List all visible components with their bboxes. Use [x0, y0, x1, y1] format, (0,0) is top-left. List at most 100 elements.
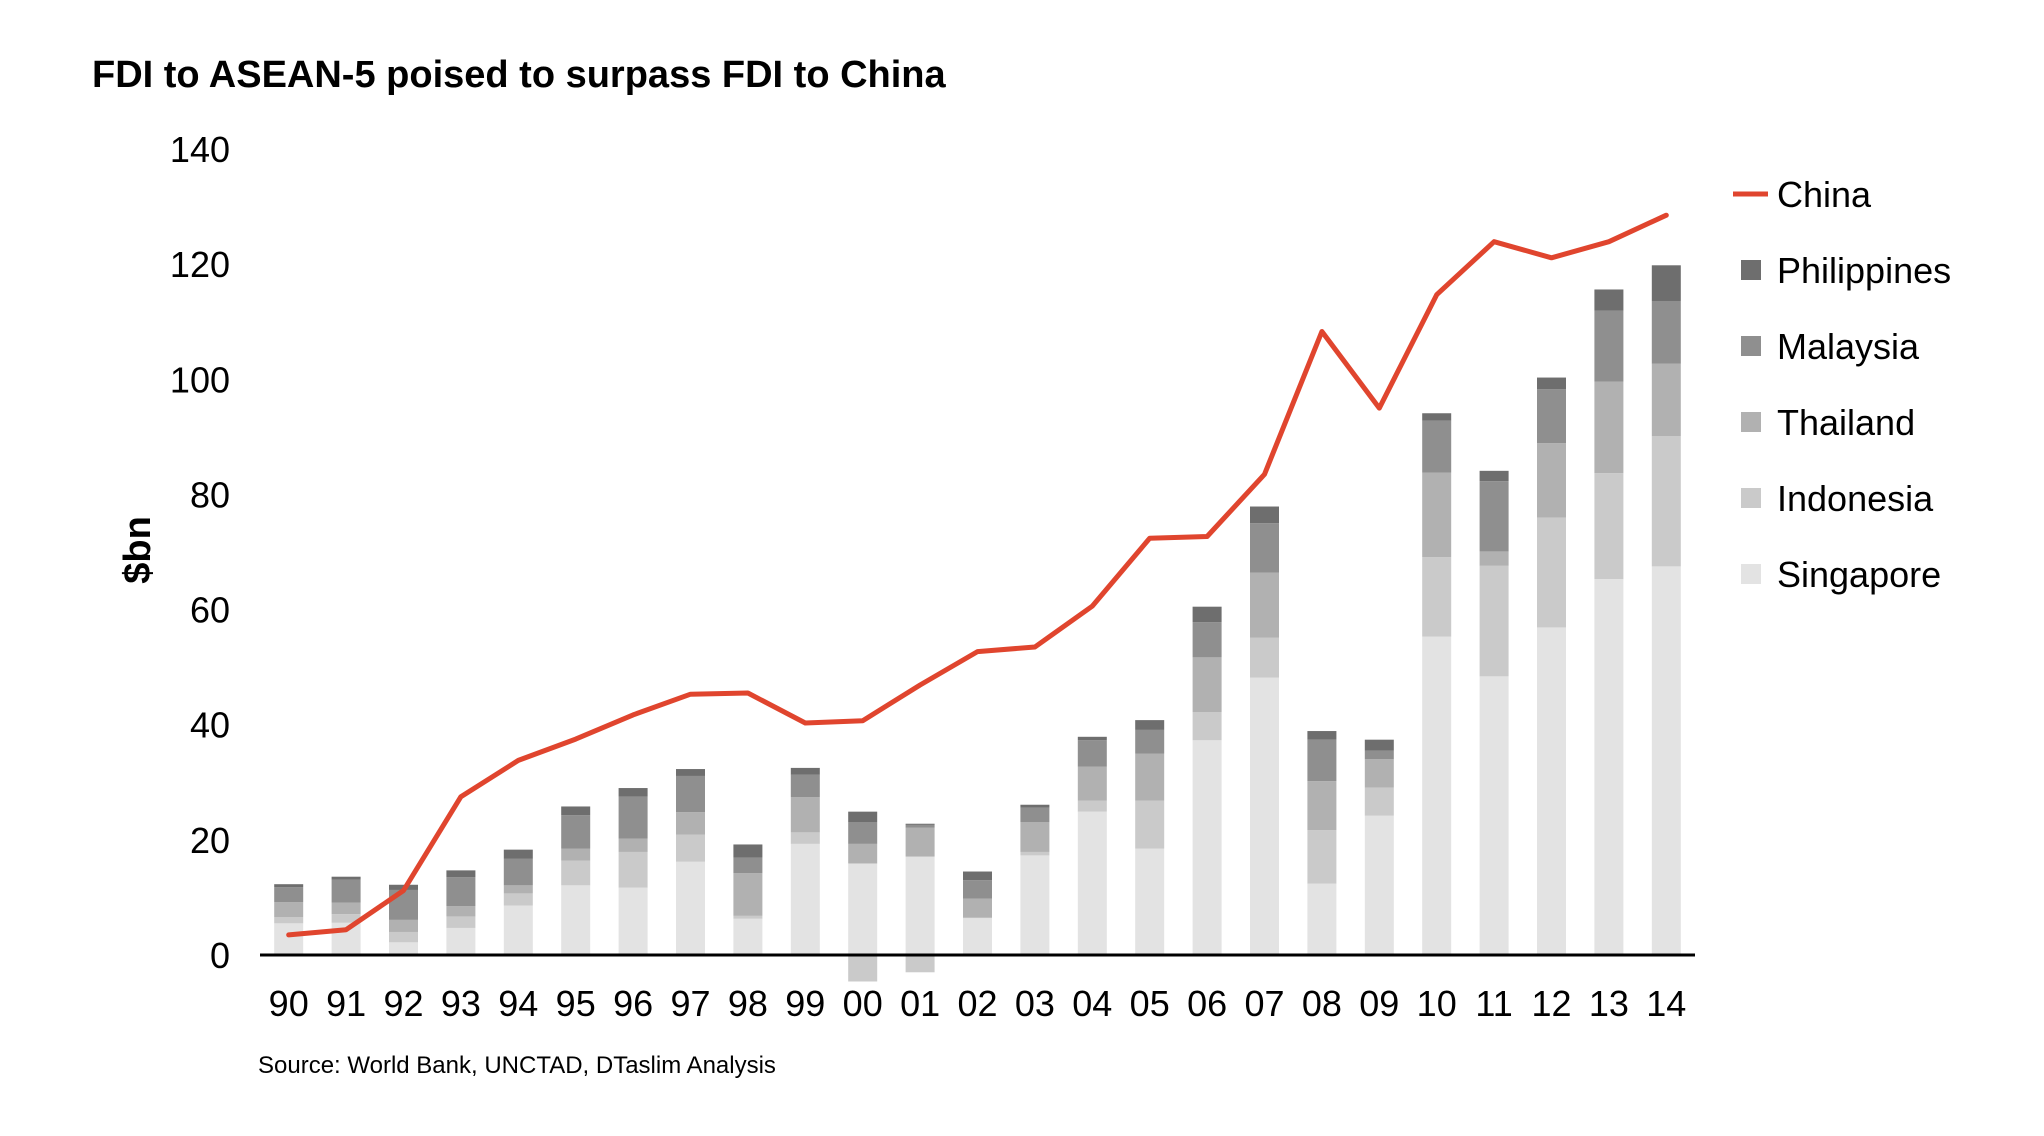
- bar-thailand-96: [618, 838, 648, 852]
- bar-thailand-93: [446, 906, 476, 917]
- bar-indonesia-94: [503, 893, 533, 906]
- x-tick-label: 98: [728, 983, 768, 1024]
- bar-philippines-91: [331, 876, 361, 880]
- bar-thailand-10: [1422, 472, 1452, 558]
- bar-philippines-93: [446, 870, 476, 878]
- x-tick-label: 01: [900, 983, 940, 1024]
- bar-malaysia-12: [1537, 389, 1566, 444]
- bar-singapore-95: [561, 885, 591, 955]
- bar-indonesia-14: [1651, 436, 1681, 567]
- y-tick-label: 80: [190, 474, 230, 515]
- bar-singapore-97: [676, 861, 705, 955]
- bar-indonesia-07: [1250, 637, 1279, 678]
- bar-philippines-12: [1537, 377, 1566, 390]
- bar-malaysia-13: [1594, 310, 1624, 382]
- legend-label-indonesia: Indonesia: [1777, 478, 1934, 519]
- bar-malaysia-10: [1422, 420, 1452, 473]
- legend-swatch-thailand: [1741, 412, 1761, 432]
- y-tick-label: 60: [190, 590, 230, 631]
- legend-swatch-philippines: [1741, 260, 1761, 280]
- bar-malaysia-97: [676, 775, 705, 813]
- bar-singapore-90: [274, 923, 304, 955]
- bar-thailand-08: [1307, 781, 1337, 831]
- bar-singapore-07: [1250, 677, 1279, 955]
- y-tick-label: 100: [170, 359, 230, 400]
- bar-philippines-14: [1651, 265, 1681, 301]
- x-tick-label: 10: [1417, 983, 1457, 1024]
- bar-thailand-99: [790, 797, 820, 833]
- bar-singapore-11: [1479, 676, 1509, 955]
- bar-philippines-04: [1077, 736, 1107, 741]
- bar-singapore-12: [1537, 627, 1566, 955]
- bar-indonesia-09: [1364, 787, 1394, 816]
- bar-malaysia-02: [963, 880, 992, 899]
- bar-philippines-05: [1135, 720, 1165, 730]
- bar-thailand-05: [1135, 753, 1165, 801]
- bar-singapore-13: [1594, 579, 1624, 955]
- bar-singapore-05: [1135, 848, 1165, 955]
- bar-philippines-95: [561, 806, 591, 816]
- bar-indonesia-98: [733, 915, 763, 919]
- bar-thailand-97: [676, 812, 705, 835]
- bar-malaysia-05: [1135, 729, 1165, 754]
- bar-thailand-13: [1594, 381, 1624, 474]
- bar-thailand-91: [331, 902, 361, 915]
- bar-indonesia-91: [331, 914, 361, 923]
- bar-indonesia-06: [1192, 712, 1222, 741]
- x-tick-label: 90: [269, 983, 309, 1024]
- bar-indonesia-11: [1479, 565, 1509, 677]
- bar-philippines-90: [274, 884, 304, 888]
- bar-singapore-04: [1077, 811, 1107, 955]
- x-tick-label: 11: [1475, 983, 1512, 1024]
- bar-indonesia-92: [389, 931, 418, 943]
- bar-indonesia-93: [446, 916, 476, 928]
- bar-indonesia-05: [1135, 800, 1165, 849]
- bar-thailand-92: [389, 919, 418, 932]
- bar-philippines-99: [790, 767, 820, 775]
- bar-thailand-03: [1020, 822, 1050, 852]
- x-tick-label: 03: [1015, 983, 1055, 1024]
- bar-thailand-00: [848, 843, 878, 864]
- bar-malaysia-96: [618, 796, 648, 839]
- legend: China Philippines Malaysia Thailand Indonesi…: [1733, 174, 1951, 595]
- bar-indonesia-04: [1077, 800, 1107, 812]
- bar-malaysia-90: [274, 887, 304, 903]
- bar-singapore-98: [733, 918, 763, 955]
- x-tick-label: 93: [441, 983, 481, 1024]
- bar-singapore-08: [1307, 883, 1337, 955]
- bar-philippines-13: [1594, 289, 1624, 311]
- bar-malaysia-11: [1479, 481, 1509, 552]
- bar-philippines-06: [1192, 606, 1222, 623]
- bar-malaysia-00: [848, 822, 878, 844]
- legend-swatch-malaysia: [1741, 336, 1761, 356]
- bar-singapore-99: [790, 843, 820, 955]
- bar-philippines-07: [1250, 506, 1279, 524]
- legend-label-singapore: Singapore: [1777, 554, 1941, 595]
- x-axis: 90 91 92 93 94 95 96 97 98 99 00 01 02 03 04 05 06 07 08 09…: [260, 953, 1695, 1024]
- legend-label-thailand: Thailand: [1777, 402, 1915, 443]
- bar-indonesia-97: [676, 834, 705, 862]
- bar-malaysia-09: [1364, 750, 1394, 760]
- y-tick-label: 120: [170, 244, 230, 285]
- line-china: [286, 212, 1669, 938]
- bar-malaysia-14: [1651, 300, 1681, 364]
- bar-malaysia-08: [1307, 739, 1337, 782]
- bar-philippines-94: [503, 849, 533, 859]
- bar-singapore-00: [848, 863, 878, 955]
- bar-thailand-94: [503, 885, 533, 894]
- bar-thailand-11: [1479, 551, 1509, 566]
- bar-malaysia-94: [503, 858, 533, 886]
- x-tick-label: 94: [498, 983, 538, 1024]
- bar-malaysia-07: [1250, 523, 1279, 573]
- bar-singapore-10: [1422, 636, 1452, 955]
- bar-malaysia-98: [733, 857, 763, 874]
- legend-label-malaysia: Malaysia: [1777, 326, 1920, 367]
- bar-indonesia-12: [1537, 517, 1566, 628]
- y-tick-label: 0: [210, 935, 230, 976]
- y-axis: 0 20 40 60 80 100 120 140: [170, 129, 230, 976]
- legend-label-philippines: Philippines: [1777, 250, 1951, 291]
- bar-singapore-06: [1192, 740, 1222, 955]
- bar-philippines-00: [848, 811, 878, 823]
- lines: [286, 212, 1669, 938]
